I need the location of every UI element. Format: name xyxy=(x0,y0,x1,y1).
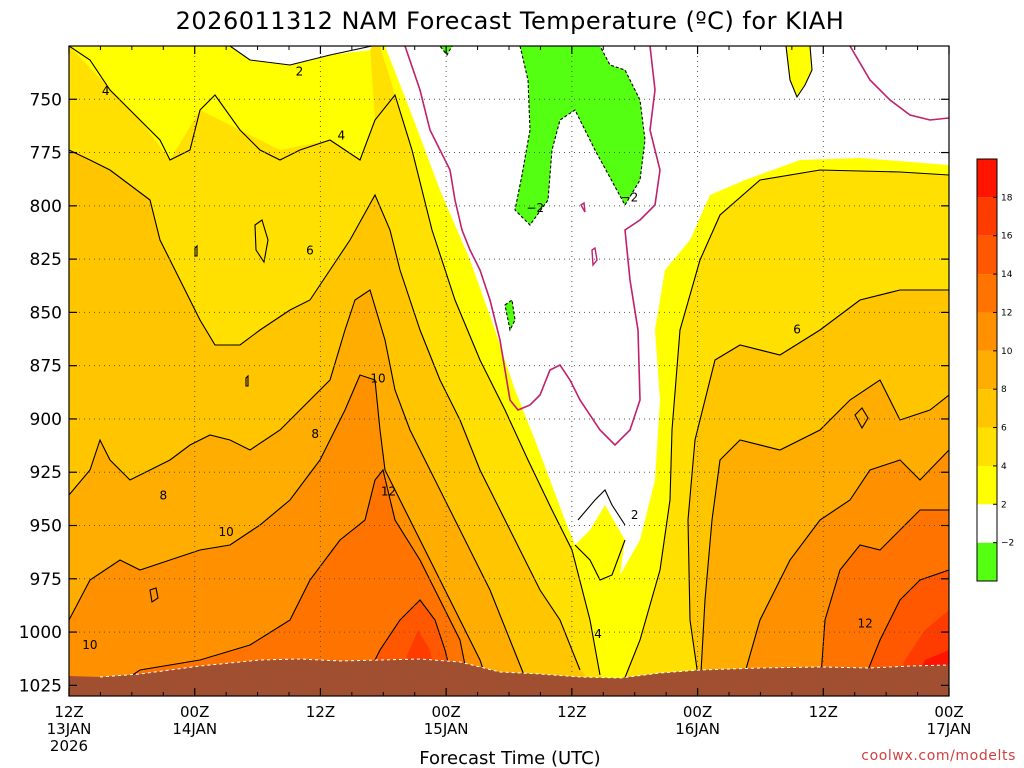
band-10 xyxy=(69,375,949,690)
y-tick-label: 1000 xyxy=(19,623,62,643)
contour-label: −2 xyxy=(526,201,544,215)
y-tick-label: 850 xyxy=(30,303,62,323)
temperature-field xyxy=(69,46,949,696)
contour-label: 2 xyxy=(631,508,639,522)
contour-label: 4 xyxy=(338,129,346,143)
neg2-contours xyxy=(439,46,646,332)
credit-text: coolwx.com/modelts xyxy=(861,748,1016,764)
x-tick-label: 12Z xyxy=(306,703,335,721)
zero-contour-right xyxy=(849,46,949,121)
contour-label: 12 xyxy=(858,617,873,631)
colorbar-swatch xyxy=(977,159,997,198)
contour-label: 8 xyxy=(159,489,167,503)
y-tick-label: 950 xyxy=(30,517,62,537)
x-tick-label: 14JAN xyxy=(172,720,217,738)
contour-label: −2 xyxy=(621,190,639,204)
y-tick-label: 775 xyxy=(30,144,62,164)
colorbar-label: −2 xyxy=(1001,539,1014,549)
contour-label: 12 xyxy=(381,484,396,498)
y-tick-label: 875 xyxy=(30,357,62,377)
colorbar-swatch xyxy=(977,427,997,466)
y-tick-label: 925 xyxy=(30,463,62,483)
colorbar-label: 2 xyxy=(1001,500,1007,510)
colorbar-swatch xyxy=(977,235,997,275)
y-tick-label: 800 xyxy=(30,197,62,217)
y-tick-label: 825 xyxy=(30,250,62,270)
colorbar-label: 14 xyxy=(1001,270,1013,280)
contour-label: 6 xyxy=(793,322,801,336)
colorbar-label: 8 xyxy=(1001,385,1007,395)
contour-label: 10 xyxy=(219,525,234,539)
x-tick-label: 00Z xyxy=(683,703,712,721)
band-neg2-upperleft xyxy=(230,46,372,65)
x-tick-label: 00Z xyxy=(431,703,460,721)
x-tick-label: 12Z xyxy=(557,703,586,721)
band-neg4 xyxy=(515,46,645,225)
colorbar-label: 18 xyxy=(1001,193,1013,203)
x-tick-label: 00Z xyxy=(934,703,963,721)
contour-label: 10 xyxy=(370,371,385,385)
colorbar-swatch xyxy=(977,389,997,428)
y-tick-label: 1025 xyxy=(19,676,62,696)
colorbar-swatch xyxy=(977,274,997,313)
isotherm-lines xyxy=(69,46,949,691)
y-axis: 750 775 800 825 850 875 900 925 950 975 1000 1025 xyxy=(19,90,949,696)
contour-label: 8 xyxy=(311,427,319,441)
colorbar-label: 10 xyxy=(1001,347,1013,357)
contour-label: 4 xyxy=(102,84,110,98)
x-tick-label: 15JAN xyxy=(424,720,469,738)
colorbar-swatch xyxy=(977,542,997,581)
contour-label: 2 xyxy=(296,65,304,79)
colorbar-swatch xyxy=(977,465,997,505)
contour-label: 4 xyxy=(594,627,602,641)
x-tick-label: 00Z xyxy=(180,703,209,721)
y-tick-label: 750 xyxy=(30,90,62,110)
colorbar-swatch xyxy=(977,504,997,543)
colorbar-swatch xyxy=(977,350,997,390)
colorbar-label: 6 xyxy=(1001,424,1007,434)
band-2-blob xyxy=(786,46,812,97)
contour-label: 10 xyxy=(82,638,97,652)
band-12 xyxy=(110,470,949,690)
colorbar-swatch xyxy=(977,197,997,236)
zero-contour-small1 xyxy=(591,246,598,267)
contour-labels: 2 4 4 6 10 8 8 12 10 10 −2 −2 2 4 6 12 xyxy=(82,65,873,652)
x-tick-label: 17JAN xyxy=(927,720,972,738)
terrain xyxy=(69,659,949,696)
colorbar-swatch xyxy=(977,312,997,351)
colorbar-label: 16 xyxy=(1001,232,1013,242)
zero-contour-main xyxy=(404,46,661,447)
band-neg4-small xyxy=(505,300,515,330)
terrain-edge xyxy=(99,658,949,679)
x-tick-label: 13JAN xyxy=(47,720,92,738)
zero-contour-small2 xyxy=(580,201,586,213)
contour-label: 6 xyxy=(306,244,314,258)
y-tick-label: 900 xyxy=(30,410,62,430)
x-axis-label: Forecast Time (UTC) xyxy=(419,748,600,768)
x-tick-label: 16JAN xyxy=(675,720,720,738)
colorbar-label: 12 xyxy=(1001,308,1012,318)
x-tick-label: 2026 xyxy=(50,737,88,755)
y-tick-label: 975 xyxy=(30,570,62,590)
colorbar-label: 4 xyxy=(1001,462,1007,472)
x-tick-label: 12Z xyxy=(54,703,83,721)
chart-title: 2026011312 NAM Forecast Temperature (ºC)… xyxy=(176,7,845,35)
x-tick-label: 12Z xyxy=(809,703,838,721)
colorbar: −2 2 4 6 8 10 12 14 16 18 xyxy=(976,158,1014,582)
colorbar-frame xyxy=(976,158,998,582)
